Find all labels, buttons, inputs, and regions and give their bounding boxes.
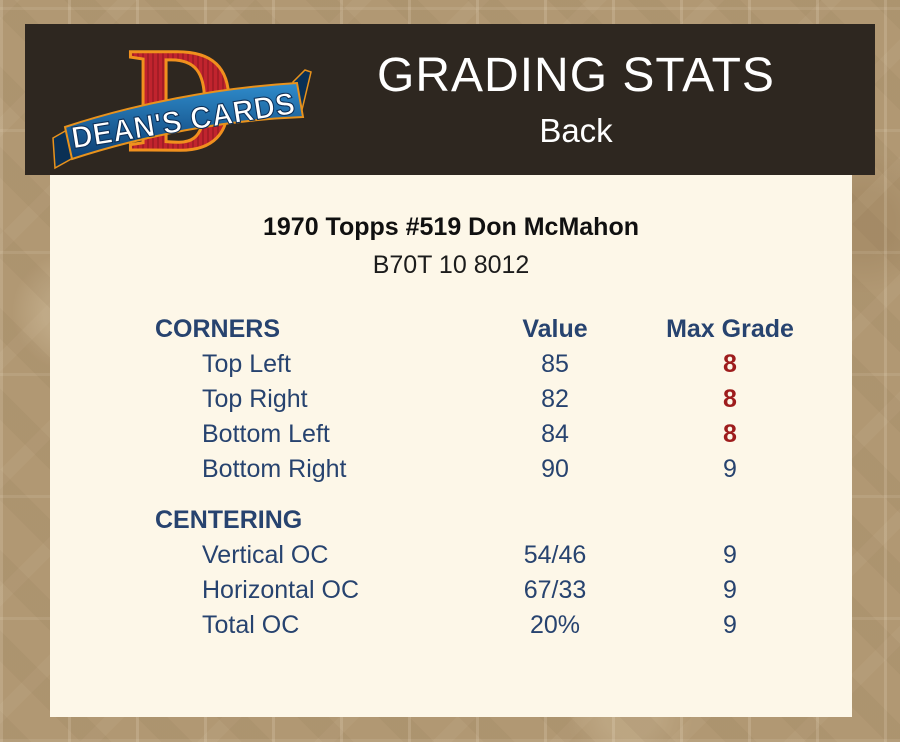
page-subtitle-back: Back (539, 111, 613, 149)
row-value: 67/33 (523, 576, 587, 604)
card-title: 1970 Topps #519 Don McMahon (262, 213, 639, 241)
table-row: Top Left 85 8 (155, 347, 852, 382)
row-label: Vertical OC (202, 541, 329, 569)
row-label: Total OC (202, 611, 300, 639)
deans-cards-logo-graphic: D DEAN'S CARDS (52, 30, 312, 170)
row-label: Top Right (202, 385, 308, 413)
row-value: 20% (529, 611, 581, 639)
row-value: 90 (541, 455, 569, 483)
row-label: Bottom Left (202, 420, 330, 448)
column-header-value: Value (522, 315, 588, 343)
header-bar: D DEAN'S CARDS GRADING STATS Back (25, 24, 875, 175)
section-header-row: CORNERS Value Max Grade (155, 312, 852, 347)
table-row: Horizontal OC 67/33 9 (155, 573, 852, 608)
table-row: Bottom Right 90 9 (155, 452, 852, 487)
column-header-max-grade: Max Grade (666, 315, 794, 343)
row-max-grade: 9 (723, 576, 737, 604)
table-row: Vertical OC 54/46 9 (155, 538, 852, 573)
row-max-grade: 8 (723, 385, 737, 413)
row-value: 85 (541, 350, 569, 378)
table-row: Bottom Left 84 8 (155, 417, 852, 452)
section-header-row: CENTERING (155, 503, 852, 538)
table-row: Total OC 20% 9 (155, 608, 852, 643)
row-max-grade: 9 (723, 455, 737, 483)
row-label: Top Left (202, 350, 291, 378)
content-panel: 1970 Topps #519 Don McMahon B70T 10 8012… (50, 175, 852, 717)
section-name: CORNERS (155, 315, 281, 343)
row-value: 82 (541, 385, 569, 413)
row-value: 84 (541, 420, 569, 448)
ribbon-banner (63, 81, 305, 160)
row-value: 54/46 (523, 541, 587, 569)
page-title: GRADING STATS (377, 48, 775, 102)
card-code: B70T 10 8012 (372, 251, 530, 279)
row-label: Bottom Right (202, 455, 347, 483)
header-titles: GRADING STATS Back (317, 48, 875, 150)
row-label: Horizontal OC (202, 576, 359, 604)
table-row: Top Right 82 8 (155, 382, 852, 417)
grading-stats-table: CORNERS Value Max Grade Top Left 85 8 Top Righ… (50, 312, 852, 643)
row-max-grade: 8 (723, 420, 737, 448)
row-max-grade: 9 (723, 611, 737, 639)
row-max-grade: 8 (723, 350, 737, 378)
section-name: CENTERING (155, 506, 303, 534)
deans-cards-logo: D DEAN'S CARDS (47, 30, 317, 170)
row-max-grade: 9 (723, 541, 737, 569)
